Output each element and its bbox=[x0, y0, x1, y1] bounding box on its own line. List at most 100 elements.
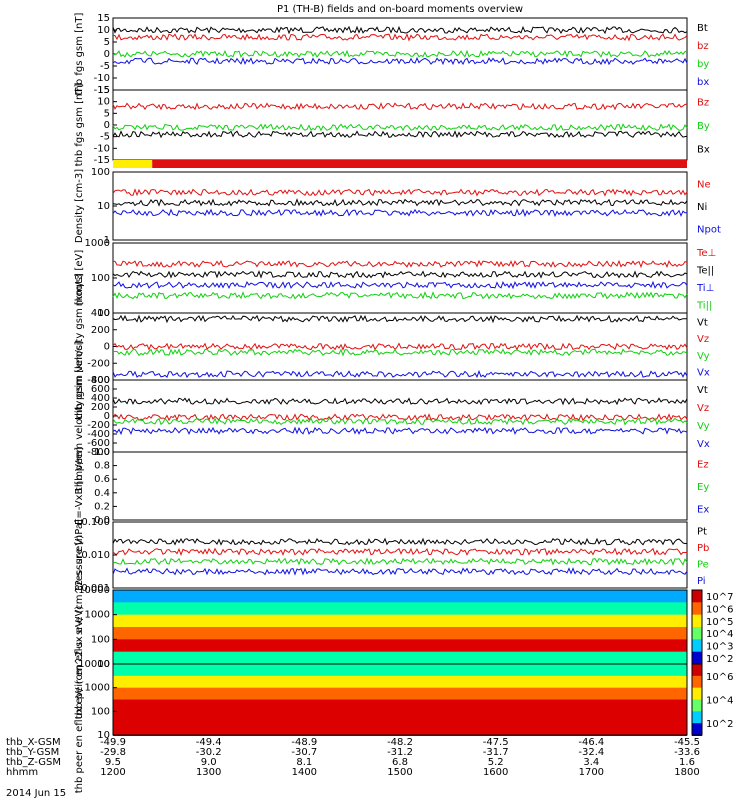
figure-title: P1 (TH-B) fields and on-board moments ov… bbox=[277, 4, 523, 15]
y-tick-label: 10 bbox=[97, 97, 110, 108]
y-tick-label: 0.0 bbox=[94, 515, 110, 526]
legend-label: Ti|| bbox=[696, 300, 712, 311]
legend-label: Bx bbox=[697, 144, 710, 155]
legend-label: Vz bbox=[697, 334, 709, 345]
series-line bbox=[112, 314, 687, 324]
legend-label: Bt bbox=[697, 23, 708, 34]
y-tick-label: 10000 bbox=[78, 659, 110, 670]
y-tick-label: 1.0 bbox=[94, 447, 110, 458]
y-tick-label: 400 bbox=[91, 308, 110, 319]
legend-label: by bbox=[697, 59, 709, 70]
legend-label: Pb bbox=[697, 543, 709, 554]
y-axis-label: thb fgs gsm [nT] bbox=[74, 84, 85, 167]
y-tick-label: 1 bbox=[104, 235, 110, 246]
colorbar-segment bbox=[692, 699, 702, 713]
y-tick-label: 1000 bbox=[85, 683, 110, 694]
mode-bar-segment bbox=[152, 160, 687, 168]
series-line bbox=[112, 567, 688, 576]
y-tick-label: 800 bbox=[91, 375, 110, 386]
colorbar-segment bbox=[692, 639, 702, 653]
heatmap-band bbox=[113, 675, 687, 689]
y-tick-label: 200 bbox=[91, 325, 110, 336]
y-tick-label: 0.2 bbox=[94, 501, 110, 512]
series-line bbox=[112, 130, 688, 139]
x-axis-value: 3.4 bbox=[583, 757, 599, 768]
y-tick-label: -5 bbox=[100, 132, 110, 143]
colorbar-tick-label: 10^5 bbox=[706, 617, 733, 628]
series-line bbox=[112, 270, 688, 279]
legend-label: Vy bbox=[697, 351, 710, 362]
y-tick-label: -200 bbox=[87, 358, 110, 369]
y-tick-label: 600 bbox=[91, 384, 110, 395]
y-tick-label: 200 bbox=[91, 402, 110, 413]
x-axis: thb_X-GSM -49.9 -49.4 -48.9 -48.2 -47.5 -46.4-… bbox=[6, 737, 700, 778]
legend-label: Ex bbox=[697, 505, 709, 516]
series-line bbox=[112, 188, 688, 197]
y-tick-label: -400 bbox=[87, 429, 110, 440]
series-line bbox=[112, 32, 688, 42]
legend-label: bx bbox=[697, 77, 709, 88]
x-axis-value: 1400 bbox=[292, 767, 317, 778]
panel-7: 1.0 0.8 0.6 0.4 0.2 0.0 E=-VxB [mV/m] Ez Ey Ex bbox=[74, 447, 709, 526]
legend-label: Ne bbox=[697, 179, 711, 190]
heatmap-band bbox=[113, 602, 687, 616]
y-axis-label: thb peir en eflux eV/ (cm^2-s- sr-eV) bbox=[74, 535, 85, 719]
colorbar-tick-label: 10^3 bbox=[706, 642, 733, 653]
heatmap-band bbox=[113, 711, 687, 725]
legend-label: By bbox=[697, 121, 710, 132]
legend-label: Te|| bbox=[696, 265, 714, 276]
x-axis-value: 1700 bbox=[579, 767, 604, 778]
panel-4: 1000 100 10 moqt3 [eV] Te⊥ Te|| Ti⊥ Ti|| bbox=[74, 238, 716, 319]
x-axis-value: -48.2 bbox=[387, 737, 413, 748]
y-tick-label: 100 bbox=[91, 167, 110, 178]
y-tick-label: 100 bbox=[91, 706, 110, 717]
colorbar-segment bbox=[692, 614, 702, 628]
x-axis-value: -31.7 bbox=[483, 747, 509, 758]
legend-label: bz bbox=[697, 41, 709, 52]
series-line bbox=[112, 49, 688, 59]
series-line bbox=[112, 413, 688, 422]
x-axis-value: -47.5 bbox=[483, 737, 509, 748]
colorbar-tick-label: 10^6 bbox=[706, 672, 733, 683]
x-axis-value: -30.7 bbox=[291, 747, 317, 758]
legend-label: Te⊥ bbox=[696, 248, 716, 259]
x-axis-row-label: thb_Z-GSM bbox=[6, 757, 61, 768]
y-tick-label: -800 bbox=[87, 447, 110, 458]
x-axis-row-label: thb_Y-GSM bbox=[6, 747, 59, 758]
series-line bbox=[112, 557, 688, 566]
colorbar-segment bbox=[692, 590, 702, 604]
y-tick-label: 1000 bbox=[85, 610, 110, 621]
y-axis-label: moqt3 [eV] bbox=[74, 250, 85, 307]
y-axis-label: thb peem velocity gsm [km/s] bbox=[74, 341, 85, 491]
panel-frame bbox=[112, 663, 688, 736]
x-axis-value: -32.4 bbox=[578, 747, 604, 758]
series-line bbox=[112, 198, 688, 207]
colorbar-segment bbox=[692, 711, 702, 725]
legend-label: Pi bbox=[697, 576, 706, 587]
legend-label: Vt bbox=[697, 385, 708, 396]
legend-label: Ey bbox=[697, 482, 709, 493]
y-tick-label: 0 bbox=[104, 342, 110, 353]
y-tick-label: -15 bbox=[94, 155, 110, 166]
series-line bbox=[112, 102, 688, 111]
colorbar-segment bbox=[692, 675, 702, 689]
panel-3: 100 10 1 Density [cm-3] Ne Ni Npot bbox=[74, 167, 721, 246]
colorbar-segment bbox=[692, 723, 702, 736]
series-line bbox=[112, 348, 688, 357]
colorbar-segment bbox=[692, 602, 702, 616]
y-tick-label: 10 bbox=[97, 201, 110, 212]
series-line bbox=[112, 56, 688, 66]
series-line bbox=[112, 397, 688, 406]
x-axis-value: -48.9 bbox=[291, 737, 317, 748]
x-axis-value: 8.1 bbox=[296, 757, 312, 768]
series-line bbox=[112, 417, 688, 426]
legend-label: Pe bbox=[697, 559, 709, 570]
y-tick-label: 15 bbox=[97, 85, 110, 96]
heatmap-band bbox=[113, 699, 687, 713]
x-axis-row-label: hhmm bbox=[6, 767, 38, 778]
legend-label: Vz bbox=[697, 403, 709, 414]
y-tick-label: 100 bbox=[91, 634, 110, 645]
